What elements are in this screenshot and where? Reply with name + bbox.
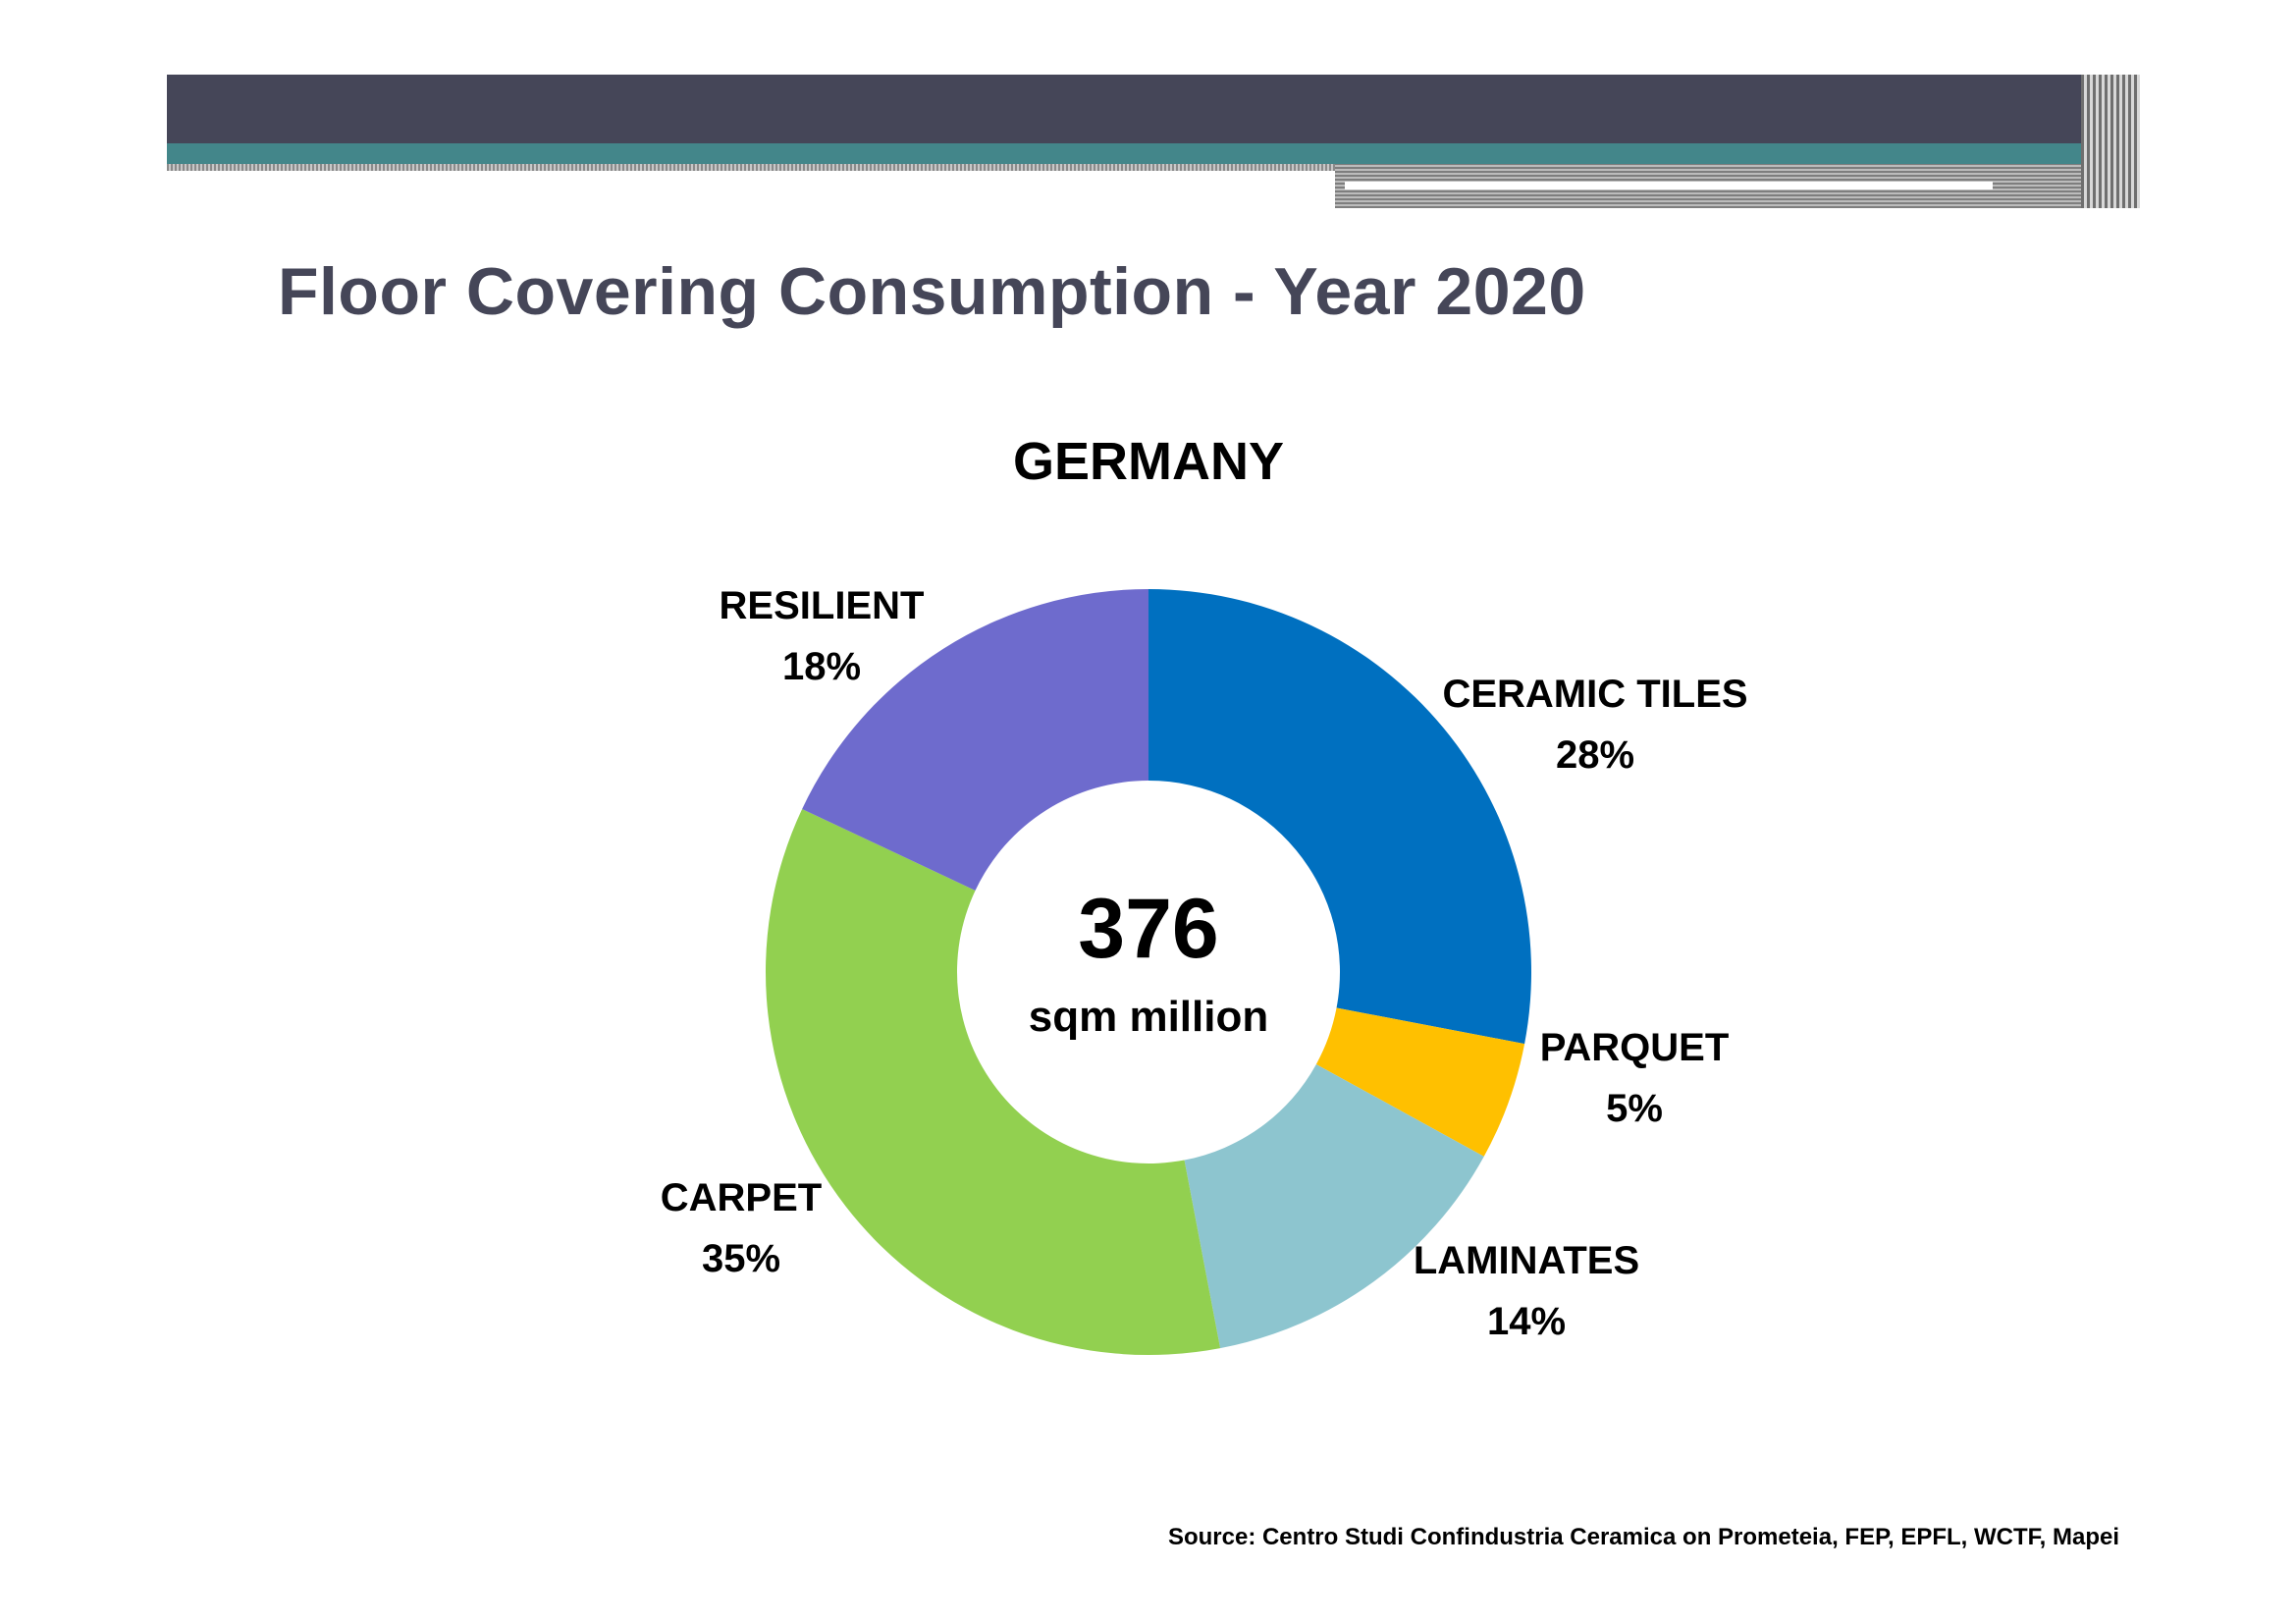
slice-label: CARPET: [661, 1176, 822, 1219]
slice-percent-label: 5%: [1606, 1087, 1663, 1130]
chart-title: GERMANY: [1013, 432, 1284, 491]
header-banner-highlight: [1345, 182, 1993, 189]
slice-label: LAMINATES: [1414, 1239, 1639, 1282]
center-value: 376: [1078, 882, 1219, 976]
header-banner-teal: [167, 143, 2081, 164]
header-banner-end-pattern: [2081, 75, 2140, 208]
source-note: Source: Centro Studi Confindustria Ceram…: [1167, 1524, 2119, 1550]
slice-carpet: [766, 808, 1221, 1356]
header-banner-dark: [167, 75, 2081, 143]
slice-parquet: [1315, 1007, 1525, 1157]
slice-percent-label: 35%: [702, 1237, 780, 1280]
slice-percent-label: 28%: [1556, 733, 1634, 777]
donut-slices: [766, 589, 1531, 1356]
slice-label: CERAMIC TILES: [1442, 673, 1747, 716]
slice-percent-label: 14%: [1487, 1300, 1566, 1343]
center-unit: sqm million: [1029, 993, 1268, 1041]
slice-resilient: [802, 589, 1148, 891]
slice-percent-label: 18%: [782, 645, 861, 688]
page-title: Floor Covering Consumption - Year 2020: [278, 254, 1586, 329]
header-banner-stripe: [167, 164, 1335, 171]
slice-label: RESILIENT: [720, 584, 925, 627]
slice-ceramic-tiles: [1148, 589, 1531, 1045]
slice-laminates: [1184, 1063, 1484, 1349]
slice-labels: CERAMIC TILES 28% PARQUET 5% LAMINATES 14% CAR…: [661, 584, 1748, 1343]
slice-label: PARQUET: [1540, 1026, 1730, 1069]
